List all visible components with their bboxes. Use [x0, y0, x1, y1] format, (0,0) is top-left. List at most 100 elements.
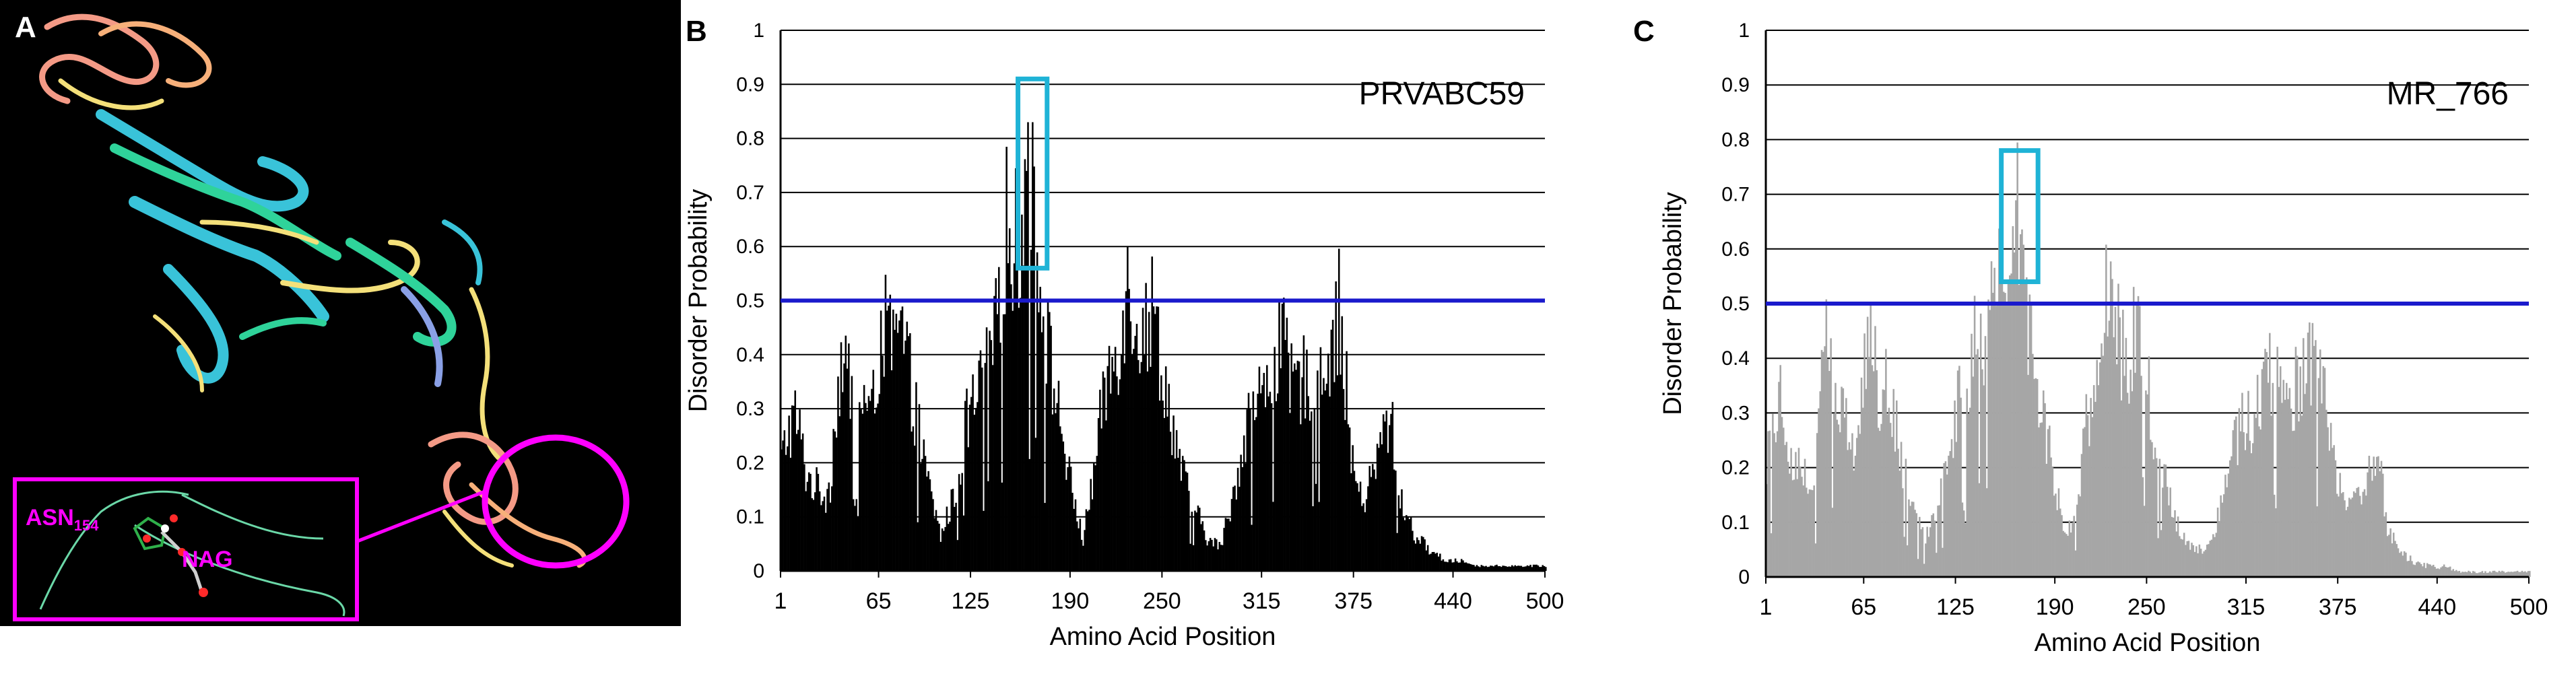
disorder-bar: [2151, 442, 2153, 577]
disorder-bar: [1502, 565, 1504, 571]
disorder-bar: [2267, 382, 2270, 577]
disorder-bar: [917, 522, 919, 571]
disorder-bar: [2363, 489, 2366, 577]
disorder-bar: [2371, 481, 2373, 577]
disorder-bar: [2457, 571, 2459, 577]
disorder-bar: [2495, 572, 2497, 577]
disorder-bar: [1387, 452, 1389, 571]
disorder-bar: [2177, 516, 2179, 577]
disorder-bar: [816, 467, 818, 571]
residue-name: ASN: [26, 505, 74, 530]
disorder-bar: [1420, 536, 1423, 571]
disorder-bar: [1519, 565, 1521, 571]
disorder-bar: [987, 481, 989, 571]
disorder-bar: [855, 499, 858, 571]
disorder-bar: [911, 432, 913, 571]
disorder-bar: [1280, 368, 1282, 571]
disorder-bar: [1996, 303, 1999, 577]
disorder-bar: [909, 333, 911, 571]
disorder-bar: [871, 388, 873, 571]
disorder-bar: [1414, 543, 1417, 571]
y-axis-label: Disorder Probability: [684, 189, 713, 413]
disorder-bar: [1545, 567, 1547, 571]
disorder-bar: [1865, 388, 1868, 577]
disorder-bar: [2529, 571, 2531, 577]
disorder-bar: [1301, 377, 1303, 571]
disorder-bar: [1174, 458, 1177, 571]
disorder-bar: [2476, 573, 2479, 577]
disorder-bar: [1212, 546, 1214, 571]
disorder-bar: [2445, 567, 2447, 577]
disorder-bar: [2152, 459, 2155, 577]
disorder-bar: [1094, 465, 1096, 571]
disorder-bar: [1135, 324, 1138, 571]
disorder-bar: [896, 333, 899, 571]
panel-a-letter: A: [15, 11, 36, 44]
x-tick-label: 500: [2510, 594, 2548, 620]
disorder-bar: [2408, 561, 2410, 577]
disorder-bar: [1163, 417, 1166, 571]
disorder-bar: [1088, 510, 1090, 571]
disorder-bar: [2290, 408, 2292, 577]
disorder-bar: [2488, 571, 2491, 577]
disorder-bar: [1859, 434, 1861, 577]
disorder-bar: [1967, 413, 1970, 577]
disorder-bar: [2282, 380, 2285, 577]
disorder-bar: [1224, 518, 1227, 571]
disorder-bar: [1051, 414, 1054, 571]
disorder-bar: [1419, 543, 1422, 571]
disorder-bar: [1283, 298, 1285, 571]
disorder-bar: [1439, 553, 1441, 571]
disorder-bar: [1076, 521, 1078, 571]
disorder-bar: [1197, 505, 1199, 571]
disorder-bar: [1818, 408, 1820, 577]
disorder-bar: [929, 479, 931, 571]
disorder-bar: [1050, 325, 1052, 571]
disorder-bar: [962, 515, 965, 571]
disorder-bar: [2218, 520, 2220, 577]
disorder-bar: [991, 365, 994, 571]
disorder-bar: [949, 521, 951, 571]
y-tick-label: 1: [1738, 20, 1750, 42]
disorder-bar: [1144, 354, 1146, 571]
disorder-bar: [1885, 349, 1887, 577]
disorder-bar: [1151, 256, 1154, 571]
disorder-bar: [1336, 375, 1339, 571]
disorder-bar: [2035, 378, 2037, 577]
disorder-bar: [2281, 403, 2283, 577]
disorder-bar: [904, 340, 906, 571]
disorder-bar: [2344, 500, 2346, 577]
disorder-bar: [967, 447, 970, 571]
disorder-bar: [788, 415, 790, 571]
disorder-bar: [1030, 249, 1032, 571]
disorder-bar: [1926, 526, 1928, 577]
disorder-bar: [820, 505, 822, 571]
disorder-bar: [989, 331, 991, 571]
disorder-bar: [2521, 570, 2523, 577]
disorder-bar: [1127, 246, 1129, 571]
disorder-bar: [2051, 467, 2054, 577]
disorder-bar: [1467, 563, 1469, 571]
disorder-bar: [1919, 516, 1921, 577]
disorder-bar: [1955, 442, 1958, 577]
disorder-bar: [2414, 565, 2416, 577]
disorder-bar: [1175, 429, 1178, 571]
disorder-bar: [1508, 566, 1510, 571]
disorder-bar: [791, 405, 793, 571]
disorder-bar: [807, 472, 810, 571]
disorder-bar: [2524, 571, 2526, 577]
disorder-bar: [1226, 518, 1228, 571]
disorder-bar: [1024, 159, 1026, 571]
disorder-bar: [2458, 570, 2461, 577]
disorder-bar: [1290, 343, 1292, 571]
disorder-bar: [913, 445, 916, 571]
disorder-bar: [1307, 396, 1310, 571]
disorder-bar: [1843, 417, 1846, 577]
disorder-bar: [1272, 502, 1274, 571]
disorder-bar: [1476, 565, 1478, 571]
disorder-bar: [1408, 519, 1411, 571]
disorder-bar: [2193, 551, 2196, 577]
disorder-bar: [918, 404, 921, 571]
disorder-bar: [2323, 368, 2326, 577]
x-axis-label: Amino Acid Position: [1050, 623, 1276, 651]
